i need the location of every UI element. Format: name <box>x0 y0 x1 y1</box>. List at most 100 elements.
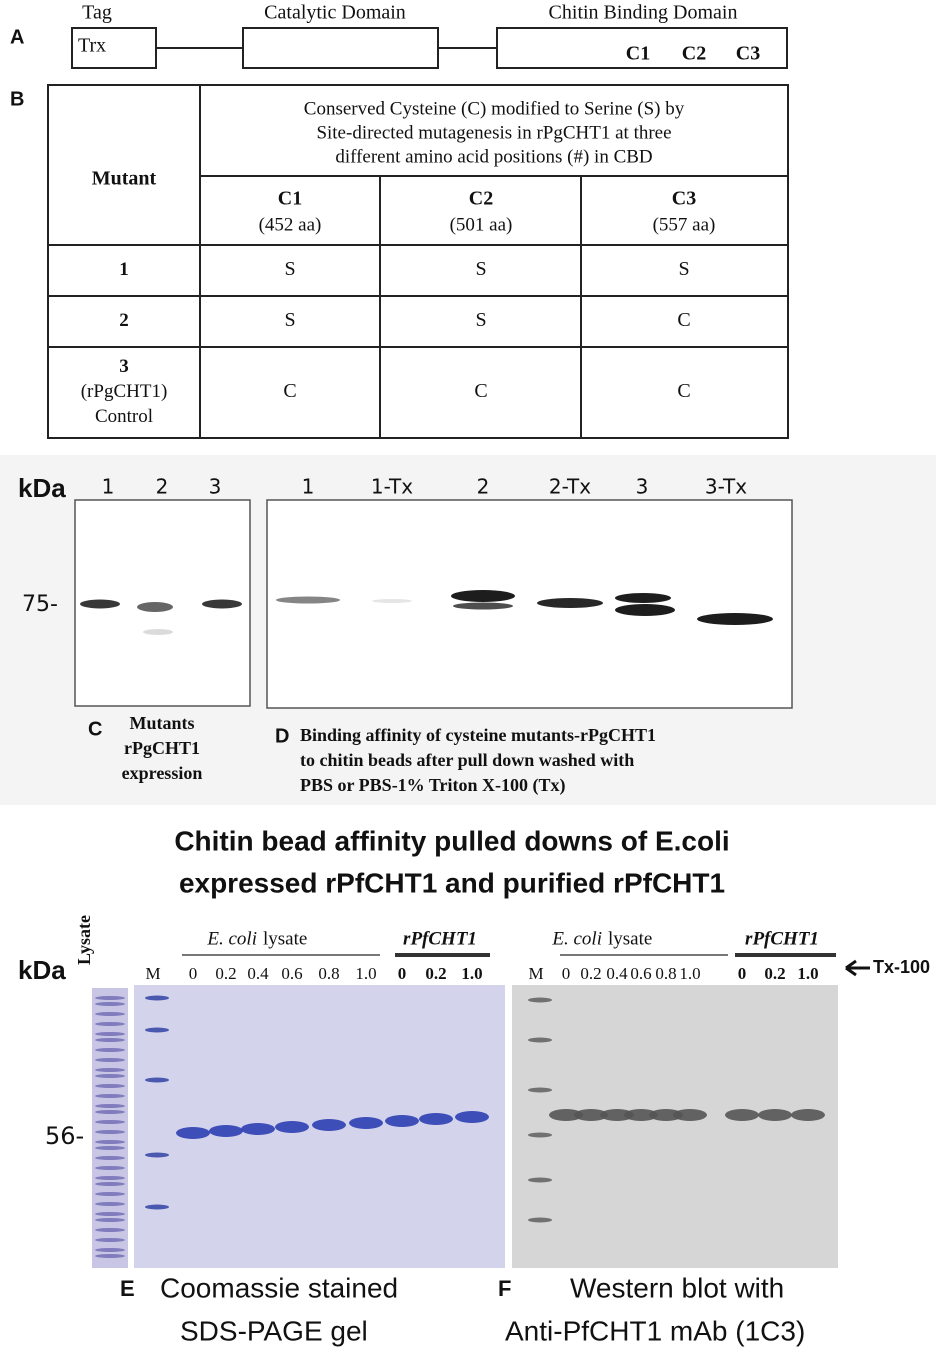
band <box>95 1048 125 1052</box>
lane-label: 0 <box>562 964 571 983</box>
column-position: (501 aa) <box>450 214 513 235</box>
band <box>145 1152 169 1158</box>
lane-label: 0.6 <box>281 964 302 983</box>
site-label: C1 <box>626 43 650 65</box>
caption: Binding affinity of cysteine mutants-rPg… <box>300 725 656 745</box>
lane-label: 0.2 <box>580 964 601 983</box>
row-label: (rPgCHT1) <box>81 381 168 402</box>
band <box>95 1002 125 1006</box>
box-label: Trx <box>78 35 106 57</box>
column-name: C2 <box>469 188 493 210</box>
label: Tag <box>82 2 112 24</box>
caption: rPgCHT1 <box>124 738 200 758</box>
caption: Anti-PfCHT1 mAb (1C3) <box>505 1315 805 1346</box>
band <box>673 1109 707 1121</box>
header: different amino acid positions (#) in CB… <box>335 146 652 167</box>
band <box>419 1113 453 1125</box>
band <box>537 598 603 608</box>
band <box>95 1202 125 1206</box>
band <box>95 1212 125 1216</box>
band <box>372 599 412 603</box>
band <box>451 590 515 602</box>
group-label: rPfCHT1 <box>745 928 819 949</box>
band <box>95 1156 125 1160</box>
row-label: Control <box>95 406 153 427</box>
lane-label: 2 <box>477 475 490 499</box>
cell: C <box>677 309 690 331</box>
lane-label: M <box>528 964 543 983</box>
band <box>455 1111 489 1123</box>
title: Chitin bead affinity pulled downs of E.c… <box>174 825 729 856</box>
band <box>95 1176 125 1180</box>
band <box>725 1109 759 1121</box>
band <box>615 593 671 603</box>
lane-label: 3 <box>209 475 222 499</box>
cell: S <box>284 258 295 280</box>
band <box>95 1238 125 1242</box>
lane-label: 0.2 <box>425 964 446 983</box>
arrow <box>845 959 870 977</box>
caption: expression <box>122 763 203 783</box>
band <box>528 1087 552 1093</box>
lane-label: 3 <box>636 475 649 499</box>
lane-label: M <box>145 964 160 983</box>
caption: to chitin beads after pull down washed w… <box>300 750 634 770</box>
band <box>95 1130 125 1134</box>
lane-label: 0 <box>738 964 747 983</box>
lane-label: 0.8 <box>655 964 676 983</box>
lane-label: 1 <box>302 475 315 499</box>
band <box>95 1228 125 1232</box>
cell: C <box>677 380 690 402</box>
label: Catalytic Domain <box>264 2 406 24</box>
lane-label: 1.0 <box>679 964 700 983</box>
cell: S <box>284 309 295 331</box>
site-label: C2 <box>682 43 706 65</box>
lysate-lane <box>92 988 128 1268</box>
band <box>95 1058 125 1062</box>
catalytic-box <box>242 27 439 69</box>
caption: PBS or PBS-1% Triton X-100 (Tx) <box>300 775 566 796</box>
panel-letter: D <box>275 725 289 747</box>
band <box>697 613 773 625</box>
caption: SDS-PAGE gel <box>180 1315 368 1346</box>
header: Site-directed mutagenesis in rPgCHT1 at … <box>316 122 671 143</box>
panel-letter: C <box>88 718 102 740</box>
band <box>95 1012 125 1016</box>
tag-box <box>71 27 157 69</box>
band <box>176 1127 210 1139</box>
blot-f <box>512 985 838 1268</box>
annotation: Tx-100 <box>873 957 930 977</box>
cell: C <box>283 380 296 402</box>
cell: S <box>678 258 689 280</box>
band <box>574 1109 608 1121</box>
band <box>145 1027 169 1033</box>
band <box>145 1077 169 1083</box>
lane-label: 0.4 <box>247 964 269 983</box>
lane-label: 0.2 <box>215 964 236 983</box>
lane-label: 3-Tx <box>705 475 747 499</box>
band <box>95 1032 125 1036</box>
lane-label: 1.0 <box>797 964 818 983</box>
lane-label: 0.6 <box>630 964 651 983</box>
header: Conserved Cysteine (C) modified to Serin… <box>304 98 685 119</box>
band <box>145 1204 169 1210</box>
axis-unit: kDa <box>18 473 66 503</box>
band <box>649 1109 683 1121</box>
band <box>95 996 125 1000</box>
panel-letter: F <box>498 1276 511 1301</box>
blot-d <box>266 499 793 709</box>
group-label: lysate <box>263 928 307 949</box>
panel-letter: B <box>10 88 24 110</box>
band <box>528 1177 552 1183</box>
band <box>95 1146 125 1150</box>
band <box>349 1117 383 1129</box>
band <box>95 1182 125 1186</box>
band <box>95 1192 125 1196</box>
axis-unit: kDa <box>18 955 66 985</box>
band <box>615 604 675 616</box>
column-position: (452 aa) <box>259 214 322 235</box>
lane-label: 1-Tx <box>371 475 413 499</box>
group-label: E. coli <box>206 928 257 949</box>
band <box>95 1248 125 1252</box>
band <box>549 1109 583 1121</box>
